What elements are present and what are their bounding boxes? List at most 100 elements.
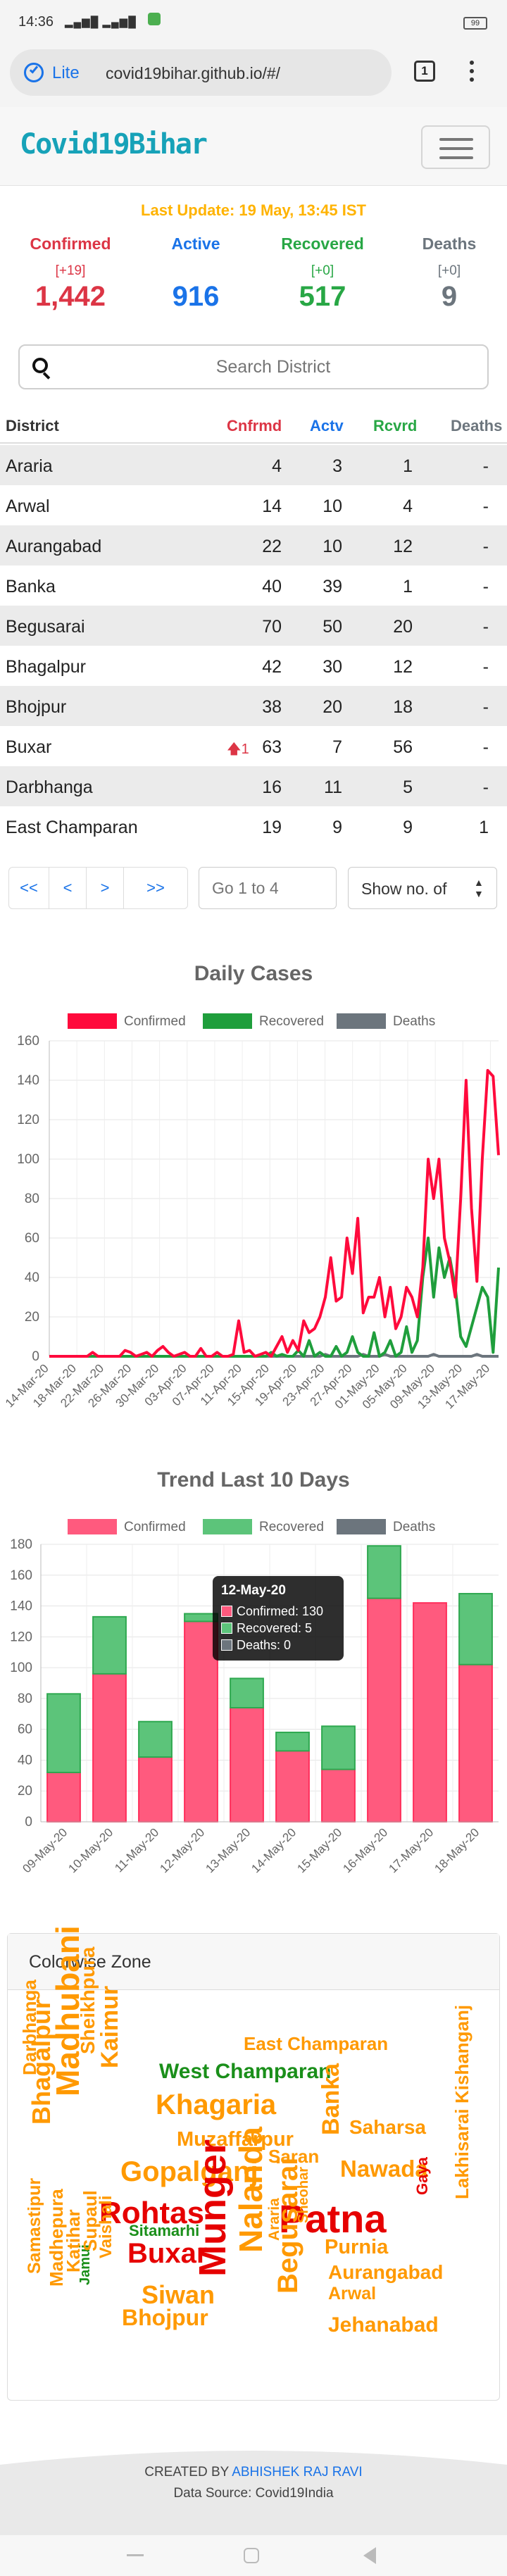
bar-recovered[interactable] bbox=[321, 1725, 356, 1770]
last-page-button[interactable]: >> bbox=[123, 867, 188, 909]
col-confirmed[interactable]: Cnfrmd bbox=[227, 417, 282, 434]
table-row[interactable]: Bhojpur 38 20 18 - bbox=[0, 686, 507, 726]
table-row[interactable]: Darbhanga 16 11 5 - bbox=[0, 766, 507, 806]
zone-word[interactable]: East Champaran bbox=[244, 2033, 389, 2054]
zone-word[interactable]: Gaya bbox=[413, 2157, 431, 2195]
zone-word[interactable]: Banka bbox=[318, 2063, 344, 2135]
zone-word[interactable]: Munger bbox=[192, 2139, 234, 2277]
bar-recovered[interactable] bbox=[275, 1732, 310, 1752]
bar-confirmed[interactable] bbox=[92, 1672, 127, 1822]
bar-legend-recovered-label[interactable]: Recovered bbox=[259, 1520, 324, 1534]
col-district[interactable]: District bbox=[6, 417, 59, 434]
zone-word[interactable]: Nalanda bbox=[232, 2127, 269, 2253]
recovered-cell: 1 bbox=[403, 456, 413, 476]
zone-word[interactable]: Jehanabad bbox=[328, 2313, 439, 2337]
recovered-cell: 5 bbox=[403, 777, 413, 797]
bar-confirmed[interactable] bbox=[367, 1597, 401, 1822]
bar-confirmed[interactable] bbox=[46, 1771, 81, 1823]
col-active[interactable]: Actv bbox=[310, 417, 344, 434]
table-row[interactable]: Arwal 14 10 4 - bbox=[0, 485, 507, 525]
table-row[interactable]: East Champaran 19 9 9 1 bbox=[0, 806, 507, 846]
x-tick-label: 13-May-20 bbox=[203, 1825, 253, 1875]
table-row[interactable]: Begusarai 70 50 20 - bbox=[0, 606, 507, 646]
y-tick-label: 0 bbox=[32, 1349, 39, 1364]
legend-confirmed-swatch[interactable] bbox=[68, 1013, 117, 1029]
bar-confirmed[interactable] bbox=[230, 1707, 264, 1822]
bar-recovered[interactable] bbox=[458, 1593, 493, 1665]
footer-author-link[interactable]: ABHISHEK RAJ RAVI bbox=[232, 2465, 363, 2480]
zone-word[interactable]: Bhojpur bbox=[122, 2305, 208, 2330]
table-row[interactable]: Buxar 63 7 56 - 🡅1 bbox=[0, 726, 507, 766]
bar-legend-confirmed-swatch[interactable] bbox=[68, 1519, 117, 1534]
zone-word[interactable]: Sheikhpura bbox=[77, 1946, 99, 2054]
series-line-confirmed[interactable] bbox=[49, 1069, 500, 1358]
confirmed-cell: 14 bbox=[262, 496, 282, 516]
table-row[interactable]: Araria 4 3 1 - bbox=[0, 445, 507, 485]
legend-recovered-swatch[interactable] bbox=[203, 1013, 252, 1029]
zone-word[interactable]: Lakhisarai bbox=[451, 2108, 472, 2199]
prev-page-button[interactable]: < bbox=[49, 867, 87, 909]
bar-confirmed[interactable] bbox=[138, 1756, 173, 1823]
tab-switcher-button[interactable]: 1 bbox=[414, 61, 435, 82]
legend-confirmed-label[interactable]: Confirmed bbox=[124, 1014, 186, 1029]
zone-word[interactable]: Samastipur bbox=[25, 2177, 44, 2274]
bar-confirmed[interactable] bbox=[458, 1663, 493, 1822]
zone-word[interactable]: Patna bbox=[279, 2196, 387, 2241]
page-size-select[interactable]: Show no. of ▲ ▼ bbox=[348, 867, 497, 909]
brand-logo[interactable]: Covid19Bihar bbox=[20, 128, 208, 161]
zone-word[interactable]: Arwal bbox=[328, 2284, 377, 2303]
legend-recovered-label[interactable]: Recovered bbox=[259, 1014, 324, 1029]
zone-word[interactable]: Vaishali bbox=[96, 2195, 115, 2258]
bar-legend-deaths-swatch[interactable] bbox=[337, 1519, 386, 1534]
table-row[interactable]: Banka 40 39 1 - bbox=[0, 565, 507, 606]
zone-word[interactable]: Rohtas bbox=[99, 2196, 205, 2230]
bar-recovered[interactable] bbox=[138, 1720, 173, 1758]
bar-recovered[interactable] bbox=[46, 1693, 81, 1773]
bar-recovered[interactable] bbox=[92, 1615, 127, 1675]
bar-legend-recovered-swatch[interactable] bbox=[203, 1519, 252, 1534]
hamburger-menu-button[interactable] bbox=[421, 125, 490, 169]
zone-word[interactable]: Aurangabad bbox=[328, 2261, 444, 2283]
district-cell: East Champaran bbox=[6, 818, 138, 837]
zone-word[interactable]: Kaimur bbox=[96, 1985, 123, 2068]
table-row[interactable]: Bhagalpur 42 30 12 - bbox=[0, 646, 507, 686]
zone-word[interactable]: Kishanganj bbox=[451, 2004, 472, 2103]
bar-confirmed[interactable] bbox=[275, 1750, 310, 1822]
zone-word[interactable]: Muzaffarpur bbox=[177, 2128, 294, 2151]
col-recovered[interactable]: Rcvrd bbox=[373, 417, 418, 434]
bar-recovered[interactable] bbox=[230, 1677, 264, 1709]
zone-word[interactable]: Buxar bbox=[127, 2238, 208, 2269]
zone-word[interactable]: West Champaran bbox=[159, 2060, 332, 2083]
bar-confirmed[interactable] bbox=[413, 1602, 447, 1823]
back-icon[interactable] bbox=[363, 2547, 376, 2564]
bar-legend-deaths-label[interactable]: Deaths bbox=[393, 1520, 436, 1534]
zone-word[interactable]: Nawada bbox=[340, 2156, 428, 2182]
url-text[interactable]: covid19bihar.github.io/#/ bbox=[106, 64, 281, 82]
legend-deaths-swatch[interactable] bbox=[337, 1013, 386, 1029]
recents-icon[interactable] bbox=[127, 2554, 144, 2556]
series-line-recovered[interactable] bbox=[49, 1237, 500, 1358]
bar-recovered[interactable] bbox=[367, 1545, 401, 1599]
goto-page-input[interactable] bbox=[199, 867, 337, 909]
zone-word[interactable]: Khagaria bbox=[156, 2089, 277, 2120]
zone-word[interactable]: Sitamarhi bbox=[129, 2222, 200, 2239]
bar-legend-confirmed-label[interactable]: Confirmed bbox=[124, 1520, 186, 1534]
home-icon[interactable] bbox=[244, 2548, 259, 2563]
table-row[interactable]: Aurangabad 22 10 12 - bbox=[0, 525, 507, 565]
zone-word[interactable]: Saran bbox=[268, 2146, 320, 2167]
next-page-button[interactable]: > bbox=[86, 867, 124, 909]
zone-word[interactable]: Gopalganj bbox=[120, 2156, 258, 2187]
bar-confirmed[interactable] bbox=[184, 1620, 218, 1822]
bar-confirmed[interactable] bbox=[321, 1768, 356, 1823]
zone-word[interactable]: Purnia bbox=[325, 2236, 389, 2258]
search-box[interactable] bbox=[18, 344, 489, 389]
zone-word[interactable]: Begusarai bbox=[273, 2157, 303, 2294]
legend-deaths-label[interactable]: Deaths bbox=[393, 1014, 436, 1029]
address-bar[interactable]: Lite covid19bihar.github.io/#/ bbox=[10, 49, 392, 96]
browser-menu-icon[interactable] bbox=[468, 59, 476, 85]
zone-word[interactable]: Siwan bbox=[142, 2280, 215, 2309]
first-page-button[interactable]: << bbox=[8, 867, 49, 909]
col-deaths[interactable]: Deaths bbox=[451, 417, 503, 434]
search-input[interactable] bbox=[62, 351, 484, 382]
zone-word[interactable]: Saharsa bbox=[349, 2116, 426, 2138]
